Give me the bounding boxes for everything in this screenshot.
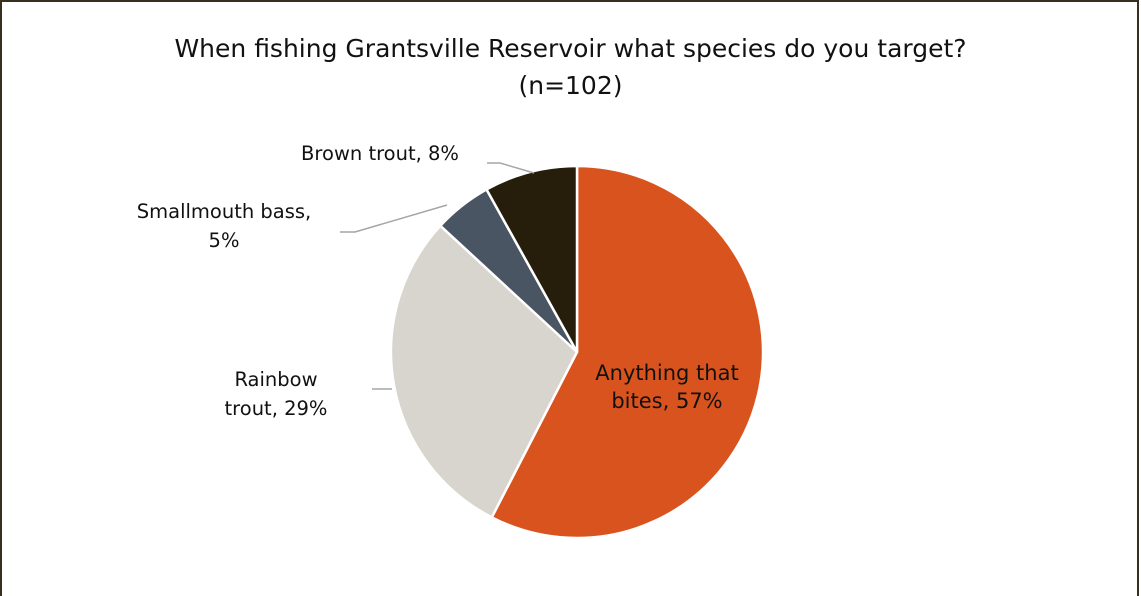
data-labels: Anything that bites, 57% Rainbow trout, 29%… [137, 142, 739, 420]
pie-slice-anything-that-bites [490, 164, 765, 540]
pie-slice-rainbow-trout [389, 224, 579, 519]
leader-line-smallmouth-bass [340, 204, 448, 233]
chart-title-block: When fishing Grantsville Reservoir what … [0, 30, 1141, 104]
data-label-rainbow-trout: Rainbow trout, 29% [225, 368, 328, 420]
leader-lines [340, 162, 535, 390]
data-label-line: trout, 29% [225, 397, 328, 420]
pie-slices [389, 164, 765, 540]
data-label-line: 5% [209, 229, 240, 252]
data-label-anything-that-bites: Anything that bites, 57% [595, 361, 738, 413]
data-label-line: Brown trout, 8% [301, 142, 459, 165]
data-label-line: Rainbow [234, 368, 317, 391]
data-label-line: Anything that [595, 361, 738, 385]
leader-line-brown-trout [487, 162, 535, 174]
data-label-line: bites, 57% [611, 389, 722, 413]
data-label-smallmouth-bass: Smallmouth bass, 5% [137, 200, 312, 252]
chart-subtitle: (n=102) [518, 71, 623, 100]
data-label-line: Smallmouth bass, [137, 200, 312, 223]
data-label-brown-trout: Brown trout, 8% [301, 142, 459, 165]
chart-title: When fishing Grantsville Reservoir what … [174, 34, 967, 63]
